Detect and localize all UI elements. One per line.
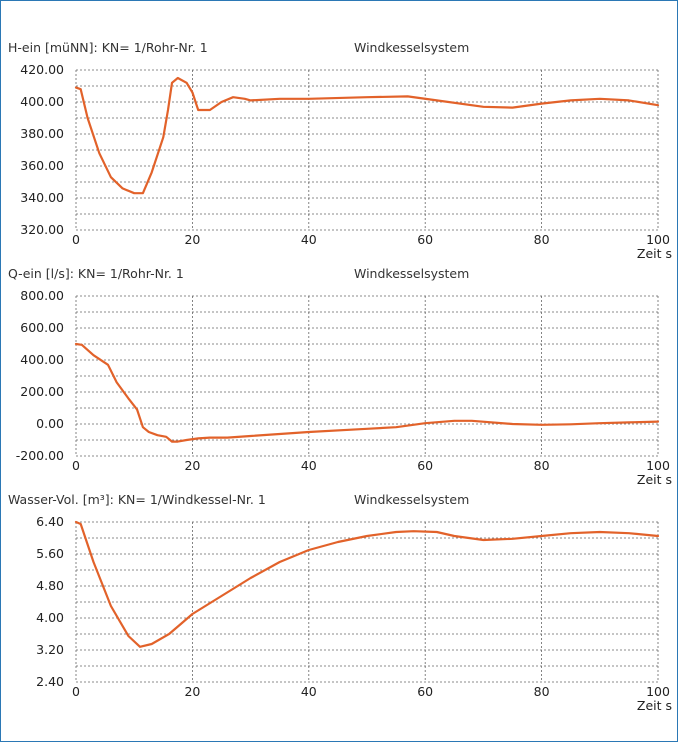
y-tick-label: 6.40 (36, 514, 64, 529)
x-tick-label: 100 (646, 458, 670, 473)
x-tick-label: 80 (534, 684, 550, 699)
x-tick-label: 0 (72, 458, 80, 473)
x-tick-label: 60 (417, 684, 433, 699)
plot-area: -200.00 0.00 200.00 400.00 600.00 800.00 0 20 40… (16, 288, 672, 487)
y-tick-label: 600.00 (20, 320, 64, 335)
y-tick-label: 3.20 (36, 642, 64, 657)
plot-area: 2.40 3.20 4.00 4.80 5.60 6.40 0 20 40 60 80 100Zeit… (36, 514, 672, 713)
x-tick-label: 20 (184, 458, 200, 473)
y-tick-label: 2.40 (36, 674, 64, 689)
y-tick-label: 360.00 (20, 158, 64, 173)
x-tick-label: 20 (184, 232, 200, 247)
plot-area: 320.00 340.00 360.00 380.00 400.00 420.00 0 20 4… (20, 62, 672, 261)
x-axis-label: Zeit s (637, 246, 672, 261)
y-tick-label: 0.00 (36, 416, 64, 431)
series-line (74, 520, 660, 648)
x-tick-label: 100 (646, 232, 670, 247)
chart-subtitle: Windkesselsystem (354, 492, 470, 507)
chart-title: Q-ein [l/s]: KN= 1/Rohr-Nr. 1 (8, 266, 184, 281)
x-tick-label: 20 (184, 684, 200, 699)
x-axis-label: Zeit s (637, 698, 672, 713)
x-tick-label: 40 (301, 458, 317, 473)
series-line (74, 342, 660, 443)
y-tick-label: 5.60 (36, 546, 64, 561)
x-tick-label: 0 (72, 684, 80, 699)
chart-subtitle: Windkesselsystem (354, 40, 470, 55)
y-tick-label: 4.00 (36, 610, 64, 625)
x-tick-label: 100 (646, 684, 670, 699)
x-tick-label: 60 (417, 458, 433, 473)
chart-q-ein: Q-ein [l/s]: KN= 1/Rohr-Nr. 1 Windkessel… (0, 266, 678, 496)
y-tick-label: 420.00 (20, 62, 64, 77)
y-tick-label: 400.00 (20, 94, 64, 109)
chart-h-ein: H-ein [müNN]: KN= 1/Rohr-Nr. 1 Windkesse… (0, 40, 678, 270)
x-tick-label: 60 (417, 232, 433, 247)
chart-wasser-vol: Wasser-Vol. [m³]: KN= 1/Windkessel-Nr. 1… (0, 492, 678, 722)
y-tick-label: 380.00 (20, 126, 64, 141)
y-tick-label: -200.00 (16, 448, 64, 463)
x-tick-label: 0 (72, 232, 80, 247)
chart-title: Wasser-Vol. [m³]: KN= 1/Windkessel-Nr. 1 (8, 492, 266, 507)
x-tick-label: 40 (301, 684, 317, 699)
y-tick-label: 200.00 (20, 384, 64, 399)
x-axis-label: Zeit s (637, 472, 672, 487)
x-tick-label: 80 (534, 458, 550, 473)
chart-subtitle: Windkesselsystem (354, 266, 470, 281)
y-tick-label: 340.00 (20, 190, 64, 205)
chart-title: H-ein [müNN]: KN= 1/Rohr-Nr. 1 (8, 40, 208, 55)
y-tick-label: 800.00 (20, 288, 64, 303)
y-tick-label: 400.00 (20, 352, 64, 367)
y-tick-label: 4.80 (36, 578, 64, 593)
y-tick-label: 320.00 (20, 222, 64, 237)
x-tick-label: 40 (301, 232, 317, 247)
x-tick-label: 80 (534, 232, 550, 247)
series-line (74, 76, 660, 195)
